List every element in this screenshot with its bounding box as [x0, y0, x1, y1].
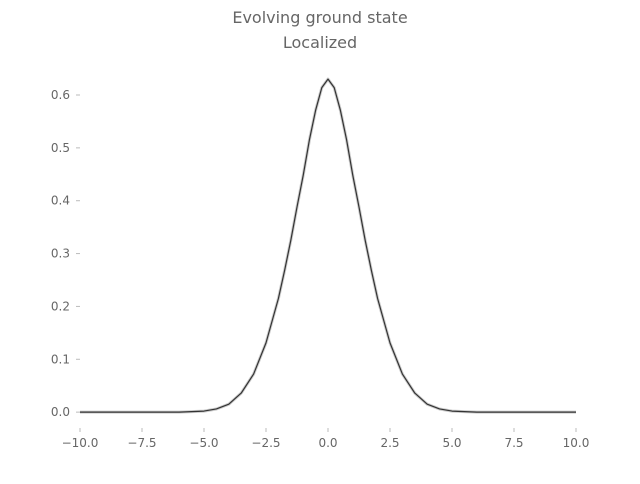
x-tick-label: 10.0: [563, 436, 590, 450]
y-tick-label: 0.1: [51, 352, 70, 366]
x-tick-label: −2.5: [251, 436, 280, 450]
series-layer: [80, 77, 576, 414]
y-tick-label: 0.3: [51, 247, 70, 261]
x-tick-label: −7.5: [127, 436, 156, 450]
chart-title: Evolving ground state: [232, 8, 408, 27]
y-tick-label: 0.4: [51, 194, 70, 208]
x-tick-label: −10.0: [62, 436, 99, 450]
chart-subtitle: Localized: [282, 33, 358, 52]
x-tick-label: 2.5: [380, 436, 399, 450]
series-line: [80, 78, 576, 413]
y-tick-label: 0.2: [51, 299, 70, 313]
y-tick-label: 0.5: [51, 141, 70, 155]
x-tick-label: 7.5: [504, 436, 523, 450]
axes: −10.0 −7.5 −5.0 −2.5 0.0 2.5 5.0 7.5 10.0 0.0 0.1 0…: [51, 88, 589, 450]
x-tick-label: 0.0: [318, 436, 337, 450]
x-tick-label: 5.0: [442, 436, 461, 450]
y-tick-label: 0.0: [51, 405, 70, 419]
y-tick-label: 0.6: [51, 88, 70, 102]
series-line-halo: [80, 77, 576, 414]
x-tick-label: −5.0: [189, 436, 218, 450]
